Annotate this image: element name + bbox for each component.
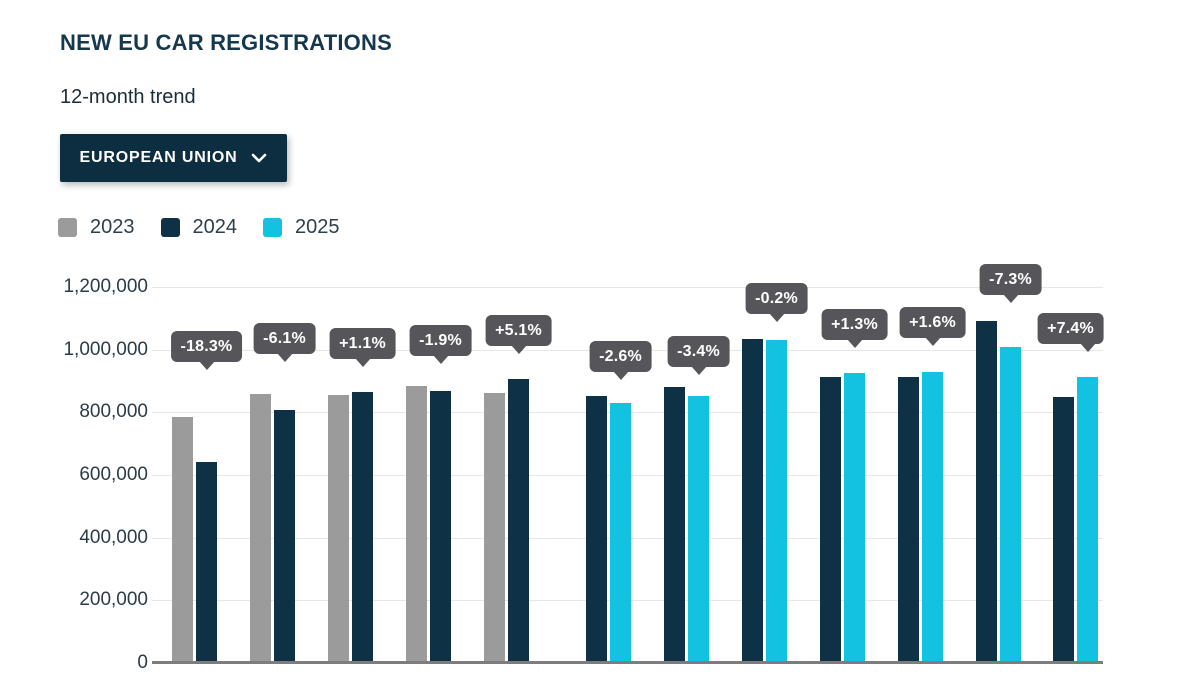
change-label-bubble-tail [1079,343,1096,352]
bar-2025-group-7 [688,396,709,663]
bar-2025-group-9 [844,373,865,663]
change-label-bubble: -2.6% [589,341,652,372]
bar-2024-group-7 [664,387,685,663]
legend-label: 2024 [192,216,238,238]
bar-2025-group-10 [922,372,943,663]
chevron-down-icon [252,153,267,163]
change-label-bubble: +1.3% [821,309,888,340]
bar-2025-group-11 [1000,347,1021,663]
y-axis-tick-label: 600,000 [79,464,148,485]
bar-2024-group-8 [742,339,763,663]
legend-swatch-2025 [263,218,282,237]
change-label-bubble-tail [924,337,941,346]
chart-legend: 2023 2024 2025 [58,216,340,239]
bar-2023-group-3 [328,395,349,663]
bar-2024-group-4 [430,391,451,663]
y-axis-tick-label: 400,000 [79,527,148,548]
change-label-bubble-tail [354,358,371,367]
legend-label: 2025 [295,216,340,238]
legend-swatch-2024 [160,218,180,237]
change-label-bubble-tail [612,371,629,380]
y-axis-tick-label: 1,000,000 [63,339,148,360]
bar-2024-group-5 [508,379,529,663]
change-label-bubble-tail [846,339,863,348]
bar-2024-group-9 [820,377,841,663]
bar-2025-group-8 [766,340,787,663]
change-label-bubble-tail [276,353,293,362]
change-label-bubble-tail [198,361,215,370]
chart-subtitle: 12-month trend [60,86,196,108]
change-label-bubble: -18.3% [170,331,243,362]
y-axis-tick-label: 0 [137,652,148,673]
region-dropdown-label: EUROPEAN UNION [79,149,238,166]
bar-2023-group-4 [406,386,427,663]
legend-item-2025: 2025 [263,216,340,239]
bar-2024-group-2 [274,410,295,663]
legend-label: 2023 [90,216,135,238]
bar-2023-group-1 [172,417,193,663]
bar-2024-group-11 [976,321,997,663]
change-label-bubble-tail [432,355,449,364]
legend-item-2024: 2024 [160,216,238,239]
legend-swatch-2023 [58,218,77,237]
gridline-1,200,000 [152,287,1103,288]
y-axis-tick-label: 1,200,000 [63,276,148,297]
x-axis-line [152,661,1103,664]
change-label-bubble: +1.1% [329,328,396,359]
change-label-bubble-tail [1002,294,1019,303]
change-label-bubble: -6.1% [253,323,316,354]
bar-2025-group-12 [1077,377,1098,663]
bar-2025-group-6 [610,403,631,663]
page-title: NEW EU CAR REGISTRATIONS [60,30,392,55]
bar-2024-group-1 [196,462,217,663]
bar-2024-group-10 [898,377,919,663]
change-label-bubble: -0.2% [745,283,808,314]
change-label-bubble-tail [768,313,785,322]
change-label-bubble-tail [690,366,707,375]
change-label-bubble: +5.1% [485,315,552,346]
bar-2024-group-6 [586,396,607,663]
change-label-bubble: +7.4% [1037,313,1104,344]
y-axis-tick-label: 800,000 [79,401,148,422]
change-label-bubble-tail [510,345,527,354]
y-axis-tick-label: 200,000 [79,589,148,610]
bar-2024-group-3 [352,392,373,663]
change-label-bubble: -1.9% [409,325,472,356]
bar-2023-group-5 [484,393,505,663]
legend-item-2023: 2023 [58,216,135,239]
bar-2024-group-12 [1053,397,1074,663]
change-label-bubble: +1.6% [899,307,966,338]
change-label-bubble: -7.3% [979,264,1042,295]
bar-2023-group-2 [250,394,271,663]
change-label-bubble: -3.4% [667,336,730,367]
region-dropdown[interactable]: EUROPEAN UNION [60,134,287,182]
